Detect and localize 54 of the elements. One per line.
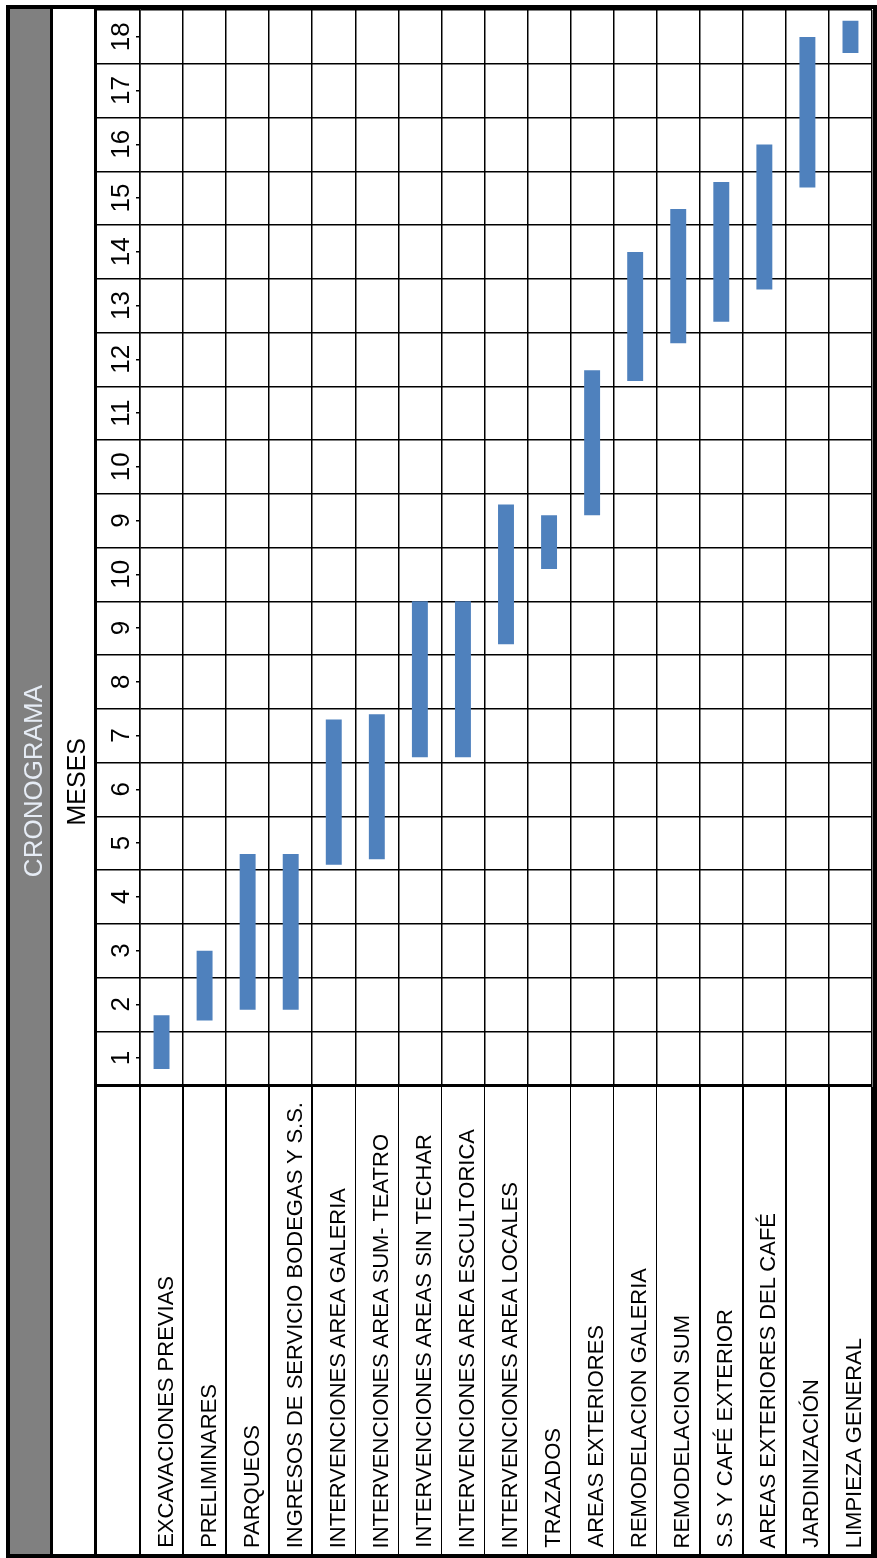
x-tick-label: INTERVENCIONES AREA LOCALES <box>497 1181 522 1548</box>
y-tick-label: 2 <box>104 997 135 1012</box>
x-tick-label: REMODELACION GALERIA <box>626 1268 652 1548</box>
x-tick-label: JARDINIZACIÓN <box>798 1379 824 1548</box>
x-tick-label: INGRESOS DE SERVICIO BODEGAS Y S.S. <box>281 1101 307 1548</box>
y2-tick-label: 16 <box>104 129 135 159</box>
y-tick-label: 8 <box>104 674 135 690</box>
x-tick-label: AREAS EXTERIORES <box>583 1325 609 1548</box>
x-tick-label: INTERVENCIONES AREA SUM- TEATRO <box>367 1133 393 1548</box>
bar <box>670 208 687 344</box>
title-banner: CRONOGRAMA <box>10 9 53 1554</box>
x-tick-label: EXCAVACIONES PREVIAS <box>152 1276 178 1548</box>
bar <box>153 1015 170 1069</box>
x-tick-label: AREAS EXTERIORES DEL CAFÉ <box>755 1212 781 1548</box>
x-tick-label: TRAZADOS <box>540 1428 566 1548</box>
y-tick-label: 7 <box>104 728 135 743</box>
x-tick-label: INTERVENCIONES AREA ESCULTORICA <box>453 1128 479 1548</box>
y2-tick-label: 18 <box>104 22 135 52</box>
y-tick-label: 1 <box>104 1050 135 1066</box>
bar <box>454 601 471 758</box>
bar <box>842 20 859 53</box>
y2-tick-label: 11 <box>104 399 135 427</box>
bar <box>411 601 428 758</box>
bar <box>498 504 514 645</box>
y2-axis-title: MESES <box>61 737 90 826</box>
y-tick-label: 10 <box>104 559 135 589</box>
bar <box>584 370 601 516</box>
y2-tick-label: 14 <box>104 237 135 267</box>
bar <box>627 251 644 381</box>
bar <box>325 719 342 865</box>
y-tick-label: 6 <box>104 782 135 797</box>
bar <box>713 182 730 322</box>
bar <box>282 853 299 1010</box>
bar <box>756 144 773 290</box>
x-tick-label: INTERVENCIONES AREA GALERIA <box>324 1187 350 1548</box>
bar <box>368 714 385 860</box>
bar <box>799 36 816 188</box>
y-tick-label: 5 <box>104 835 135 851</box>
x-tick-label: PRELIMINARES <box>195 1384 221 1548</box>
y2-tick-label: 13 <box>104 291 135 321</box>
y-tick-label: 3 <box>104 943 135 958</box>
bar <box>239 853 256 1010</box>
x-tick-label: INTERVENCIONES AREAS SIN TECHAR <box>410 1134 436 1548</box>
y2-tick-label: 12 <box>104 344 135 374</box>
y-tick-label: 9 <box>104 620 135 636</box>
x-tick-label: REMODELACION SUM <box>669 1314 695 1548</box>
x-tick-label: LIMPIEZA GENERAL <box>841 1337 867 1548</box>
bar <box>541 515 558 569</box>
y-tick-label: 4 <box>104 889 135 905</box>
bar <box>196 950 213 1021</box>
x-tick-label: S.S Y CAFÉ EXTERIOR <box>712 1309 738 1548</box>
x-tick-label: PARQUEOS <box>238 1424 264 1548</box>
y2-tick-label: 15 <box>104 183 135 213</box>
y2-tick-label: 17 <box>104 76 135 106</box>
